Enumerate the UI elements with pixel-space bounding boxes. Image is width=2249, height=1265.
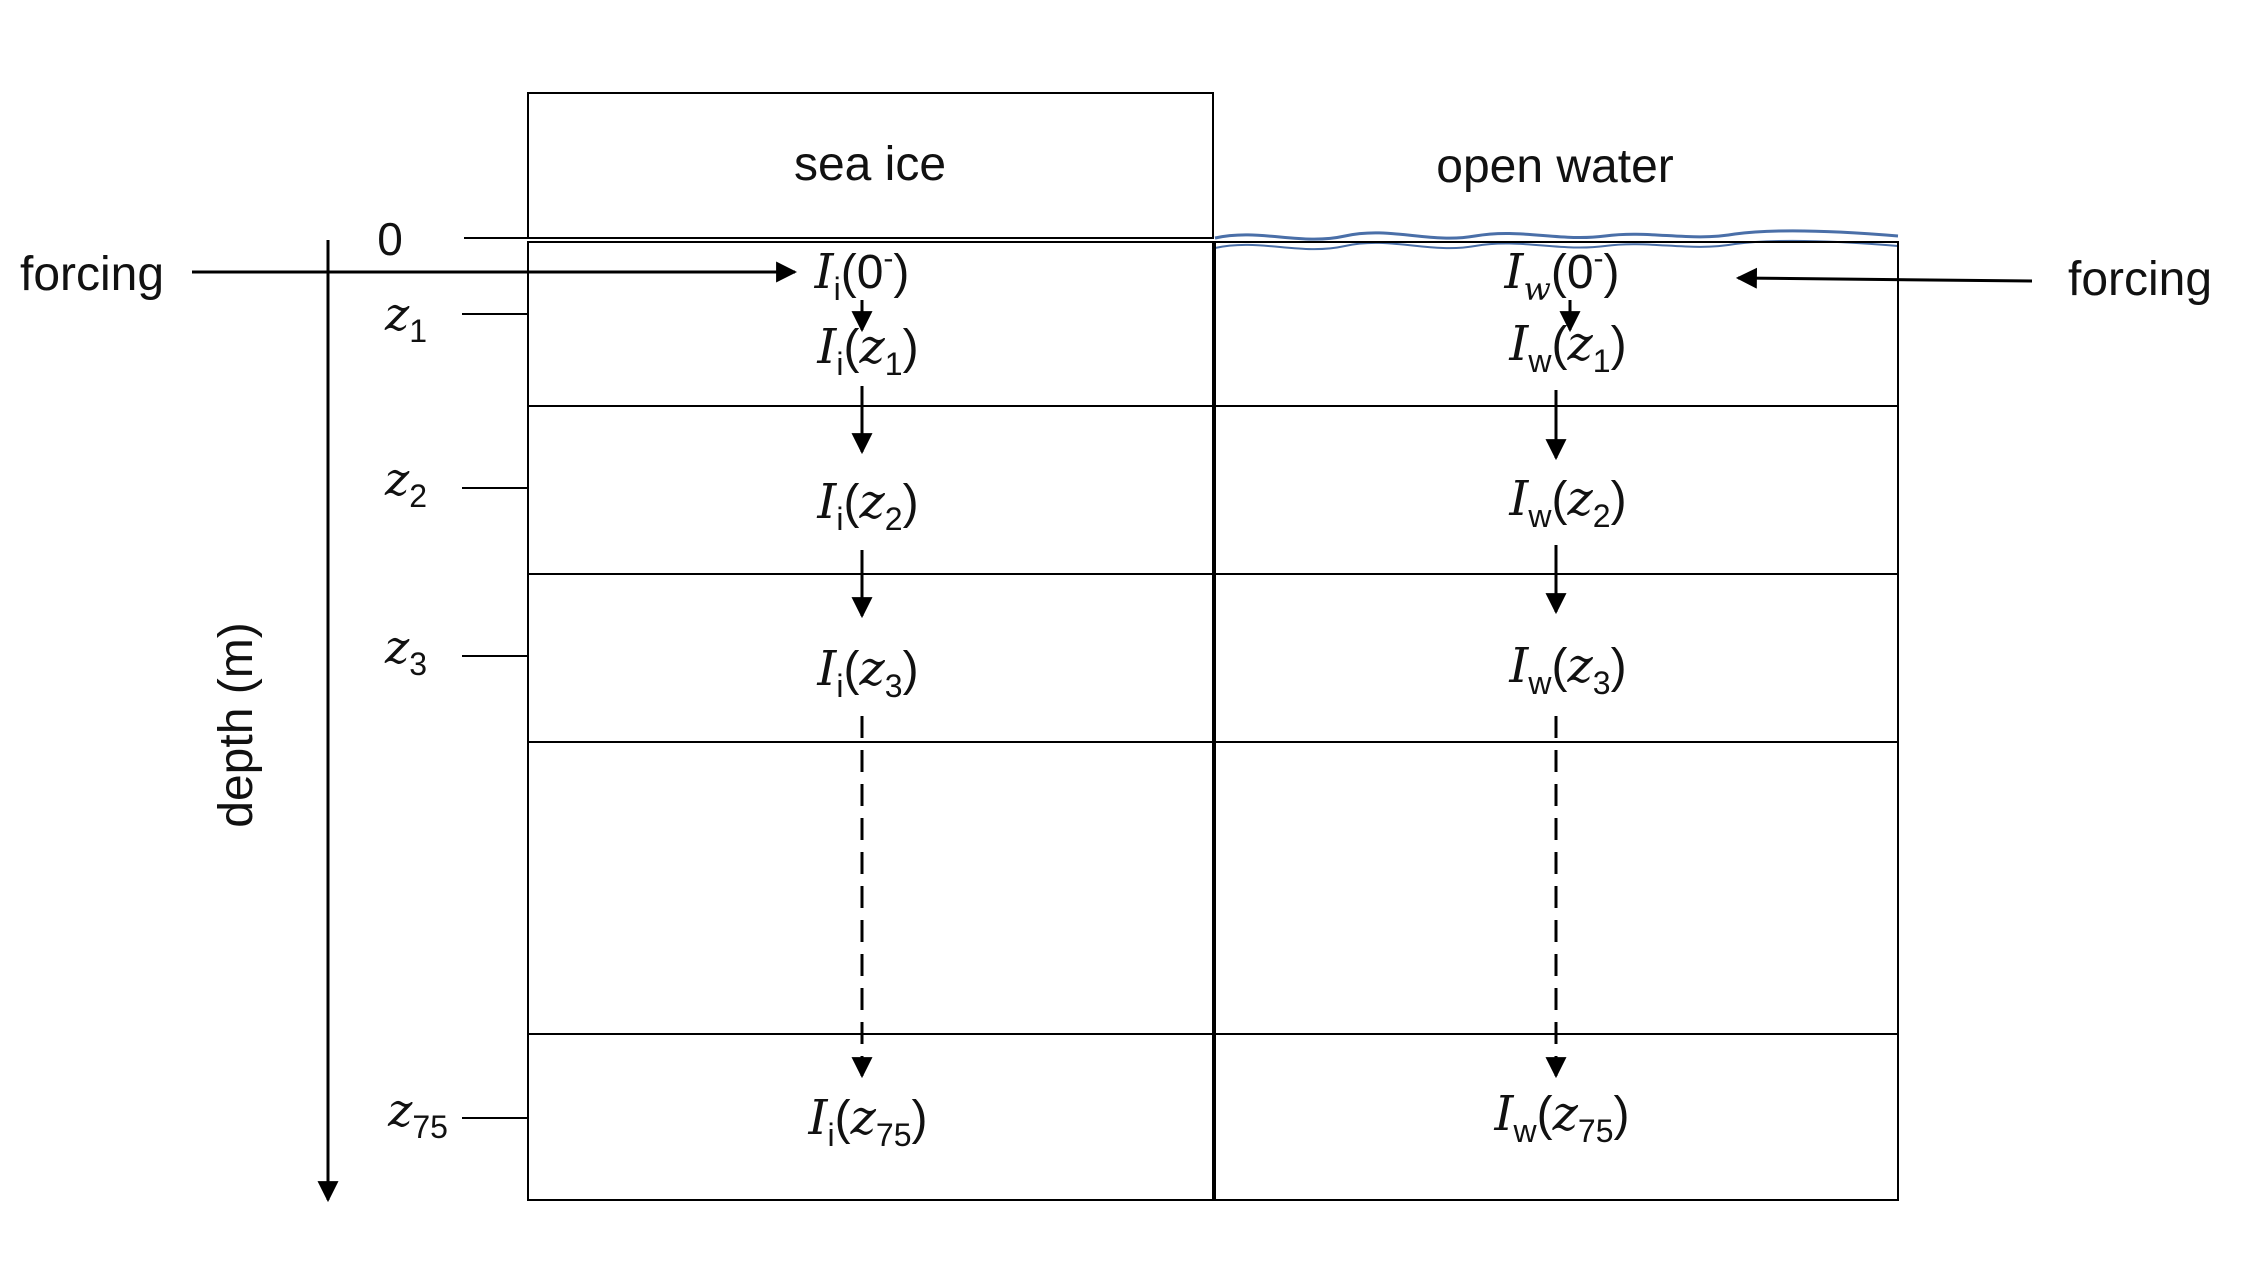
- water-surface-wave: [1214, 229, 1899, 241]
- sea-ice-irradiance-z1: Ii(z1): [816, 319, 918, 382]
- open-water-irradiance-z1: Iw(z1): [1508, 316, 1626, 379]
- z2-label: z2: [384, 452, 427, 514]
- sea-ice-irradiance-z3: Ii(z3): [816, 641, 918, 704]
- sea-ice-irradiance-z2: Ii(z2): [816, 474, 918, 537]
- sea-ice-layer-gap: [527, 741, 1214, 1035]
- sea-ice-header-box: [527, 92, 1214, 239]
- open-water-irradiance-z75: Iw(z75): [1494, 1086, 1630, 1149]
- z1-label: z1: [384, 287, 427, 349]
- forcing-right-label: forcing: [2068, 253, 2212, 306]
- sea-ice-header: sea ice: [794, 138, 946, 191]
- sea-ice-irradiance-z75: Ii(z75): [808, 1090, 928, 1153]
- z3-label: z3: [384, 620, 427, 682]
- depth-axis-label: depth (m): [210, 622, 263, 827]
- open-water-irradiance-z2: Iw(z2): [1508, 471, 1626, 534]
- surface-depth-label: 0: [377, 213, 403, 265]
- sea-ice-irradiance-surface: Ii(0-): [814, 242, 910, 307]
- forcing-left-label: forcing: [20, 248, 164, 301]
- open-water-irradiance-z3: Iw(z3): [1508, 638, 1626, 701]
- forcing-right-arrow: [1735, 267, 2033, 289]
- open-water-header: open water: [1436, 140, 1674, 193]
- open-water-irradiance-surface: Iw(0-): [1503, 242, 1619, 308]
- z75-label: z75: [387, 1083, 448, 1145]
